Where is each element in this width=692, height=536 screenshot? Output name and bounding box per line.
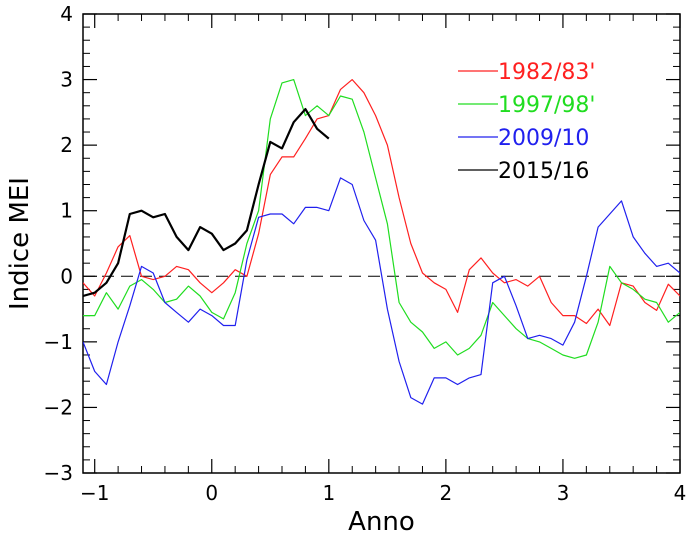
y-tick-label: 1 (60, 199, 73, 223)
legend: 1982/83' 1997/98' 2009/10 2015/16 (458, 60, 595, 184)
x-tick-label: 1 (322, 481, 335, 505)
x-tick-label: 0 (205, 481, 218, 505)
y-tick-label: −2 (44, 395, 73, 419)
axis-tick-labels: −1 0 1 2 3 4 −3 −2 −1 0 1 2 3 4 (44, 2, 687, 505)
series-line-2 (83, 78, 680, 359)
legend-label-4: 2015/16 (498, 159, 589, 184)
series-line-1 (83, 78, 680, 327)
series-line-3 (83, 177, 680, 405)
y-tick-label: 4 (60, 2, 73, 26)
y-tick-label: −1 (44, 330, 73, 354)
series-line-4 (83, 107, 330, 298)
y-tick-label: −3 (44, 461, 73, 485)
y-tick-label: 2 (60, 133, 73, 157)
legend-label-3: 2009/10 (498, 126, 589, 151)
legend-label-1: 1982/83' (498, 60, 595, 85)
series-lines (83, 78, 680, 405)
x-axis-title: Anno (348, 507, 415, 536)
plot-frame (82, 13, 681, 474)
x-tick-label: 2 (440, 481, 453, 505)
x-tick-label: −1 (80, 481, 109, 505)
y-tick-label: 0 (60, 264, 73, 288)
x-tick-label: 4 (674, 481, 687, 505)
legend-label-2: 1997/98' (498, 93, 595, 118)
y-tick-label: 3 (60, 68, 73, 92)
y-axis-title: Indice MEI (5, 177, 35, 310)
x-tick-label: 3 (557, 481, 570, 505)
